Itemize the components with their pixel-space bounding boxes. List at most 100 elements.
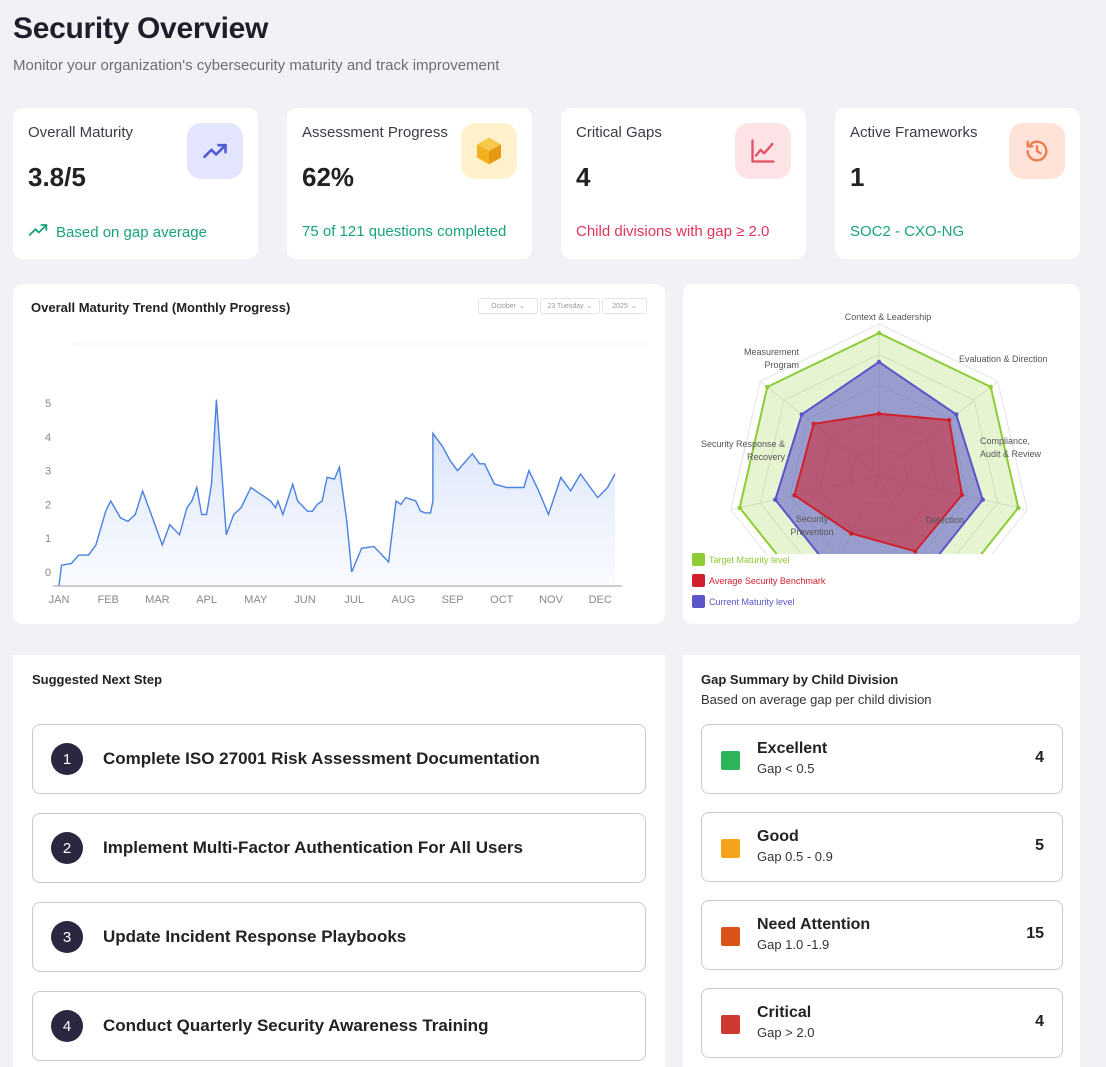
- gap-range: Gap 1.0 -1.9: [757, 937, 830, 952]
- stat-card-assessment-progress: Assessment Progress 62% 75 of 121 questi…: [287, 108, 532, 259]
- next-step-item[interactable]: 4 Conduct Quarterly Security Awareness T…: [32, 991, 646, 1061]
- gap-count: 4: [1035, 1013, 1044, 1030]
- x-tick-label: NOV: [539, 594, 564, 606]
- legend-item-current: Current Maturity level: [692, 595, 795, 608]
- y-tick-label: 0: [45, 567, 51, 579]
- trending-up-icon: [187, 123, 243, 179]
- status-swatch: [721, 927, 740, 946]
- radar-point: [876, 359, 882, 365]
- gap-item-excellent[interactable]: Excellent Gap < 0.5 4: [701, 724, 1063, 794]
- step-number: 3: [51, 921, 83, 953]
- next-steps-card: Suggested Next Step 1 Complete ISO 27001…: [13, 655, 665, 1067]
- step-label: Implement Multi-Factor Authentication Fo…: [103, 838, 523, 857]
- x-tick-label: JUL: [344, 594, 364, 606]
- radar-chart: Context & Leadership Evaluation & Directi…: [701, 312, 1048, 554]
- y-tick-label: 5: [45, 398, 51, 410]
- month-select[interactable]: October ⌄: [478, 298, 538, 314]
- stat-card-active-frameworks: Active Frameworks 1 SOC2 - CXO-NG: [835, 108, 1080, 259]
- radar-point: [811, 421, 816, 427]
- trend-area: [59, 399, 615, 586]
- step-label: Update Incident Response Playbooks: [103, 927, 407, 946]
- stat-footer-text: SOC2 - CXO-NG: [850, 223, 965, 240]
- x-tick-label: JUN: [294, 594, 315, 606]
- stat-footer: Based on gap average: [28, 223, 207, 241]
- stat-card-critical-gaps: Critical Gaps 4 Child divisions with gap…: [561, 108, 806, 259]
- gap-range: Gap > 2.0: [757, 1025, 815, 1040]
- gap-name: Need Attention: [757, 916, 871, 933]
- x-tick-label: MAY: [244, 594, 268, 606]
- legend-swatch: [692, 553, 705, 566]
- radar-point: [876, 330, 882, 336]
- next-step-item[interactable]: 3 Update Incident Response Playbooks: [32, 902, 646, 972]
- gap-range: Gap 0.5 - 0.9: [757, 849, 833, 864]
- maturity-radar-card: Context & Leadership Evaluation & Directi…: [683, 284, 1080, 624]
- radar-point: [913, 549, 918, 554]
- gap-summary-subtitle: Based on average gap per child division: [701, 692, 932, 707]
- next-steps-title: Suggested Next Step: [32, 672, 163, 687]
- gap-range: Gap < 0.5: [757, 761, 815, 776]
- radar-axis-label: Detection: [926, 515, 964, 525]
- status-swatch: [721, 1015, 740, 1034]
- stat-label: Assessment Progress: [302, 124, 448, 141]
- stat-value: 1: [850, 162, 865, 192]
- x-tick-label: AUG: [391, 594, 415, 606]
- radar-point: [954, 412, 959, 417]
- radar-point: [1016, 505, 1021, 510]
- gap-item-critical[interactable]: Critical Gap > 2.0 4: [701, 988, 1063, 1058]
- legend-item-target: Target Maturity level: [692, 553, 790, 566]
- year-select[interactable]: 2025 ⌄: [602, 298, 647, 314]
- stat-value: 3.8/5: [28, 162, 86, 192]
- stat-footer: SOC2 - CXO-NG: [850, 223, 964, 240]
- gap-name: Excellent: [757, 740, 828, 757]
- gap-summary-title: Gap Summary by Child Division: [701, 672, 899, 687]
- history-icon: [1009, 123, 1065, 179]
- status-swatch: [721, 751, 740, 770]
- radar-point: [773, 497, 778, 502]
- status-swatch: [721, 839, 740, 858]
- gap-item-good[interactable]: Good Gap 0.5 - 0.9 5: [701, 812, 1063, 882]
- stat-label: Active Frameworks: [850, 124, 978, 141]
- y-tick-label: 1: [45, 533, 51, 545]
- legend-label: Average Security Benchmark: [709, 575, 826, 586]
- day-select[interactable]: 23 Tuesday ⌄: [540, 298, 600, 314]
- radar-point: [849, 531, 854, 536]
- radar-axis-label: Security Prevention: [790, 514, 833, 537]
- year-select-value: 2025: [612, 302, 628, 310]
- x-tick-label: MAR: [145, 594, 170, 606]
- radar-point: [988, 384, 993, 390]
- gap-item-need-attention[interactable]: Need Attention Gap 1.0 -1.9 15: [701, 900, 1063, 970]
- radar-point: [765, 384, 770, 390]
- maturity-trend-card: Overall Maturity Trend (Monthly Progress…: [13, 284, 665, 624]
- next-step-item[interactable]: 2 Implement Multi-Factor Authentication …: [32, 813, 646, 883]
- stat-footer-text: Based on gap average: [56, 223, 207, 241]
- step-label: Complete ISO 27001 Risk Assessment Docum…: [103, 749, 540, 768]
- radar-grid-ring: [759, 353, 999, 554]
- step-number: 2: [51, 832, 83, 864]
- radar-axis-label: Evaluation & Direction: [959, 354, 1048, 364]
- trend-chart: 0 1 2 3 4 5 JAN FEB MAR APL MAY JUN JUL AUG SEP OCT NOV…: [45, 343, 646, 606]
- y-tick-label: 3: [45, 466, 51, 478]
- stat-label: Overall Maturity: [28, 124, 134, 141]
- radar-axis-label: Context & Leadership: [845, 312, 932, 322]
- stat-value: 62%: [302, 162, 355, 192]
- legend-swatch: [692, 574, 705, 587]
- stat-value: 4: [576, 162, 591, 192]
- gap-summary-card: Gap Summary by Child Division Based on a…: [683, 655, 1080, 1067]
- y-tick-label: 4: [45, 432, 51, 444]
- stat-label: Critical Gaps: [576, 124, 662, 141]
- step-number: 4: [51, 1010, 83, 1042]
- gap-count: 15: [1026, 925, 1044, 942]
- gap-name: Critical: [757, 1004, 812, 1021]
- legend-label: Target Maturity level: [709, 554, 790, 565]
- radar-point: [792, 493, 797, 498]
- stat-footer-text: 75 of 121 questions completed: [302, 223, 507, 240]
- radar-axis-label: Measurement Program: [744, 347, 800, 370]
- stat-footer: 75 of 121 questions completed: [302, 223, 506, 240]
- step-label: Conduct Quarterly Security Awareness Tra…: [103, 1016, 489, 1035]
- x-tick-label: JAN: [49, 594, 70, 606]
- x-tick-label: OCT: [490, 594, 514, 606]
- next-step-item[interactable]: 1 Complete ISO 27001 Risk Assessment Doc…: [32, 724, 646, 794]
- gap-name: Good: [757, 828, 799, 845]
- legend-swatch: [692, 595, 705, 608]
- radar-point: [737, 505, 742, 510]
